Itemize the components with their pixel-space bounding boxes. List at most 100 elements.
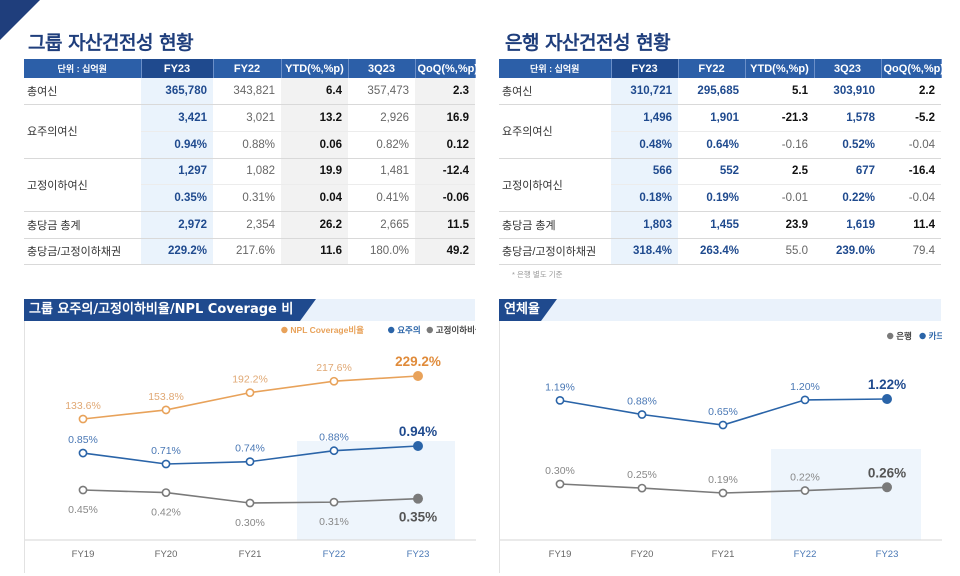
- cell-fy23: 566: [611, 158, 678, 186]
- cell-qoq: 0.12: [415, 131, 475, 159]
- column-header: FY23: [611, 59, 679, 78]
- cell-ytd: 23.9: [745, 211, 814, 239]
- cell-fy23: 0.35%: [141, 184, 213, 212]
- cell-ytd: -0.01: [745, 184, 814, 212]
- x-tick-label: FY19: [72, 549, 95, 560]
- cell-ytd: -21.3: [745, 104, 814, 132]
- data-point-bank: [881, 482, 892, 493]
- cell-qoq: 2.3: [415, 78, 475, 106]
- cell-qoq: 49.2: [415, 238, 475, 266]
- cell-ytd: 0.06: [281, 131, 348, 159]
- cell-fy23: 1,496: [611, 104, 678, 132]
- cell-q3: 357,473: [348, 78, 415, 106]
- data-label-card: 1.20%: [790, 381, 820, 393]
- data-point-npl-ratio: [161, 488, 171, 497]
- column-header: FY22: [678, 59, 746, 78]
- table-row: 총여신 310,721 295,685 5.1 303,910 2.2: [499, 78, 941, 106]
- column-header: 3Q23: [814, 59, 882, 78]
- cell-ytd: 0.04: [281, 184, 348, 212]
- cell-qoq: -0.06: [415, 184, 475, 212]
- cell-q3: 239.0%: [814, 238, 881, 266]
- x-tick-label: FY20: [631, 549, 654, 560]
- data-label-card: 1.22%: [868, 377, 906, 392]
- table-row: 충당금/고정이하채권 318.4% 263.4% 55.0 239.0% 79.4: [499, 238, 941, 266]
- x-tick-label: FY20: [155, 549, 178, 560]
- data-point-npl: [161, 405, 171, 415]
- cell-fy22: 2,354: [213, 211, 281, 239]
- table-row: 요주의여신 1,496 1,901 -21.3 1,578 -5.2: [499, 104, 941, 159]
- data-label-card: 0.88%: [627, 396, 657, 408]
- cell-fy22: 1,901: [678, 104, 745, 132]
- group-chart-area: FY19 FY20 FY21 FY22 FY23 133.6% 153.8% 192.2% 21…: [24, 321, 483, 573]
- cell-ytd: 2.5: [745, 158, 814, 186]
- data-point-card: [881, 394, 892, 405]
- data-point-card: [718, 420, 728, 430]
- cell-q3: 677: [814, 158, 881, 186]
- data-label-card: 1.19%: [545, 381, 575, 393]
- cell-fy22: 1,455: [678, 211, 745, 239]
- cell-fy23: 365,780: [141, 78, 213, 106]
- cell-fy22: 3,021: [213, 104, 281, 132]
- cell-ytd: 26.2: [281, 211, 348, 239]
- cell-qoq: 11.4: [881, 211, 941, 239]
- cell-fy22: 552: [678, 158, 745, 186]
- delinquency-chart-title: 연체율: [499, 299, 557, 321]
- data-label-npl-ratio: 0.30%: [235, 517, 265, 529]
- data-point-npl: [412, 370, 423, 381]
- cell-q3: 0.52%: [814, 131, 881, 159]
- cell-qoq: -5.2: [881, 104, 941, 132]
- x-tick-label: FY21: [712, 549, 735, 560]
- data-point-npl-ratio: [329, 497, 339, 507]
- legend-label: 고정이하비율: [436, 325, 476, 335]
- x-tick-label: FY23: [407, 549, 430, 560]
- cell-qoq: 79.4: [881, 238, 941, 266]
- data-label-watch: 0.74%: [235, 443, 265, 455]
- cell-q3: 303,910: [814, 78, 881, 106]
- row-label: 총여신: [499, 78, 611, 106]
- cell-fy23: 229.2%: [141, 238, 213, 266]
- cell-fy23: 318.4%: [611, 238, 678, 266]
- cell-qoq: -12.4: [415, 158, 475, 186]
- cell-ytd: 13.2: [281, 104, 348, 132]
- data-label-npl-ratio: 0.31%: [319, 516, 349, 528]
- data-label-bank: 0.26%: [868, 465, 906, 480]
- data-label-npl-ratio: 0.42%: [151, 507, 181, 519]
- column-header: YTD(%,%p): [281, 59, 349, 78]
- data-label-npl: 229.2%: [395, 354, 441, 369]
- data-point-bank: [800, 486, 810, 495]
- group-table-title: 그룹 자산건전성 현황: [28, 32, 194, 54]
- cell-q3: 2,926: [348, 104, 415, 132]
- data-label-npl-ratio: 0.35%: [399, 510, 437, 525]
- group-asset-quality-table: 단위 : 십억원 FY23 FY22 YTD(%,%p) 3Q23 QoQ(%,%p) 총…: [24, 59, 478, 266]
- cell-ytd: 19.9: [281, 158, 348, 186]
- cell-fy22: 217.6%: [213, 238, 281, 266]
- cell-ytd: 6.4: [281, 78, 348, 106]
- cell-fy23: 0.18%: [611, 184, 678, 212]
- cell-qoq: -0.04: [881, 184, 941, 212]
- cell-q3: 1,481: [348, 158, 415, 186]
- data-label-watch: 0.88%: [319, 432, 349, 444]
- row-label: 요주의여신: [24, 104, 141, 159]
- table-header-row: 단위 : 십억원 FY23 FY22 YTD(%,%p) 3Q23 QoQ(%,%p): [24, 59, 478, 78]
- data-point-npl-ratio: [412, 493, 423, 504]
- table-row: 충당금/고정이하채권 229.2% 217.6% 11.6 180.0% 49.2: [24, 238, 475, 266]
- cell-fy23: 3,421: [141, 104, 213, 132]
- data-point-watch: [245, 457, 255, 467]
- table-row: 0.48% 0.64% -0.16 0.52% -0.04: [499, 131, 941, 159]
- bank-table-title: 은행 자산건전성 현황: [505, 32, 671, 54]
- highlight-band: [297, 441, 455, 540]
- x-tick-label: FY22: [323, 549, 346, 560]
- cell-fy22: 0.31%: [213, 184, 281, 212]
- data-point-bank: [555, 479, 565, 489]
- delinquency-line-chart: FY19 FY20 FY21 FY22 FY23 1.19% 0.88% 0.65% 1.20%…: [500, 331, 944, 560]
- cell-fy22: 343,821: [213, 78, 281, 106]
- table-row: 0.35% 0.31% 0.04 0.41% -0.06: [24, 184, 475, 212]
- legend-marker: [887, 332, 894, 340]
- data-point-bank: [718, 488, 728, 498]
- data-label-watch: 0.71%: [151, 445, 181, 457]
- cell-q3: 0.41%: [348, 184, 415, 212]
- cell-fy23: 2,972: [141, 211, 213, 239]
- data-label-npl: 133.6%: [65, 400, 101, 412]
- cell-qoq: 11.5: [415, 211, 475, 239]
- cell-q3: 1,619: [814, 211, 881, 239]
